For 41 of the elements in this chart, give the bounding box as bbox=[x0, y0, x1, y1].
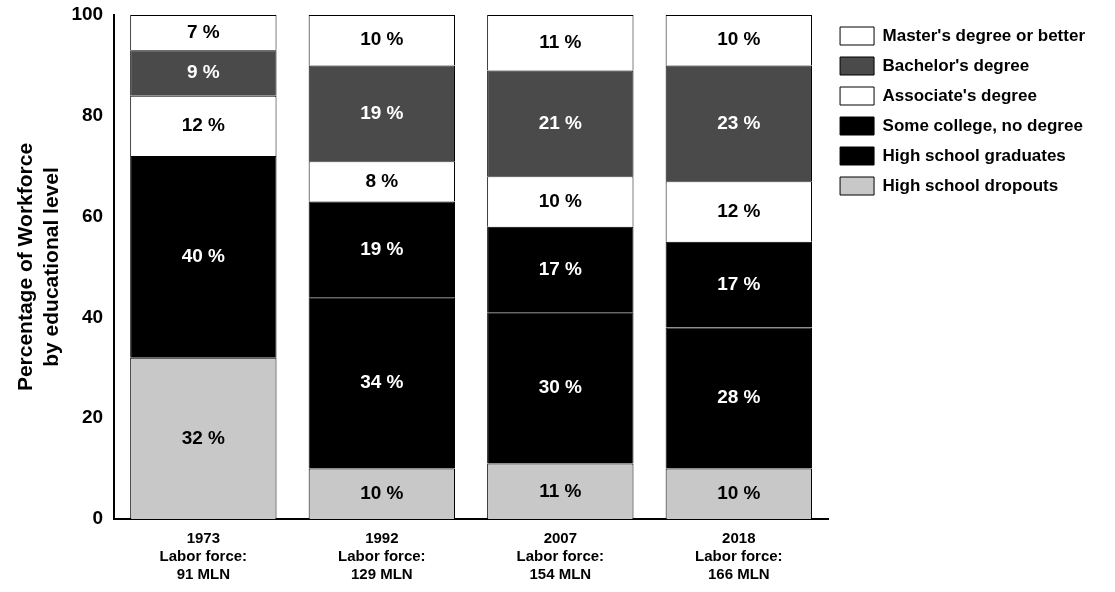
data-label: 10 % bbox=[538, 189, 583, 211]
data-label: 30 % bbox=[538, 376, 583, 398]
data-label: 28 % bbox=[717, 386, 761, 408]
x-tick-label: 2018 Labor force: 166 MLN bbox=[695, 529, 783, 583]
legend-label: High school graduates bbox=[882, 145, 1066, 165]
data-label: 8 % bbox=[365, 169, 399, 191]
data-label: 19 % bbox=[360, 101, 404, 123]
data-label: 21 % bbox=[538, 111, 583, 133]
legend-label: Associate's degree bbox=[882, 85, 1037, 105]
data-label: 11 % bbox=[539, 30, 582, 52]
y-tick-label: 40 bbox=[81, 305, 104, 327]
y-tick-label: 20 bbox=[81, 406, 104, 428]
data-label: 11 % bbox=[539, 479, 582, 501]
y-tick-label: 60 bbox=[81, 204, 104, 226]
data-label: 17 % bbox=[717, 272, 761, 294]
data-label: 32 % bbox=[181, 426, 226, 448]
data-label: 23 % bbox=[717, 111, 761, 133]
legend-label: Bachelor's degree bbox=[882, 55, 1030, 75]
data-label: 10 % bbox=[360, 482, 404, 504]
data-label: 10 % bbox=[717, 482, 761, 504]
x-tick-label: 1992 Labor force: 129 MLN bbox=[338, 529, 426, 583]
data-label: 17 % bbox=[538, 257, 583, 279]
data-label: 10 % bbox=[360, 28, 404, 50]
data-label: 12 % bbox=[717, 199, 761, 221]
data-label: 10 % bbox=[717, 28, 761, 50]
y-tick-label: 100 bbox=[71, 3, 104, 25]
y-tick-label: 80 bbox=[81, 104, 104, 126]
data-label: 7 % bbox=[186, 20, 220, 42]
x-tick-label: 2007 Labor force: 154 MLN bbox=[516, 529, 605, 583]
x-tick-label: 1973 Labor force: 91 MLN bbox=[159, 529, 248, 583]
data-label: 34 % bbox=[360, 371, 404, 393]
y-tick-label: 0 bbox=[92, 507, 104, 529]
data-label: 9 % bbox=[186, 61, 220, 83]
data-label: 12 % bbox=[181, 114, 226, 136]
y-axis-title: Percentage of Workforce by educational level bbox=[13, 142, 62, 392]
data-label: 19 % bbox=[360, 237, 404, 259]
legend-label: High school dropouts bbox=[882, 175, 1059, 195]
bar bbox=[130, 156, 277, 358]
legend-label: Master's degree or better bbox=[882, 25, 1086, 45]
legend-label: Some college, no degree bbox=[882, 115, 1083, 135]
data-label: 40 % bbox=[181, 245, 226, 267]
